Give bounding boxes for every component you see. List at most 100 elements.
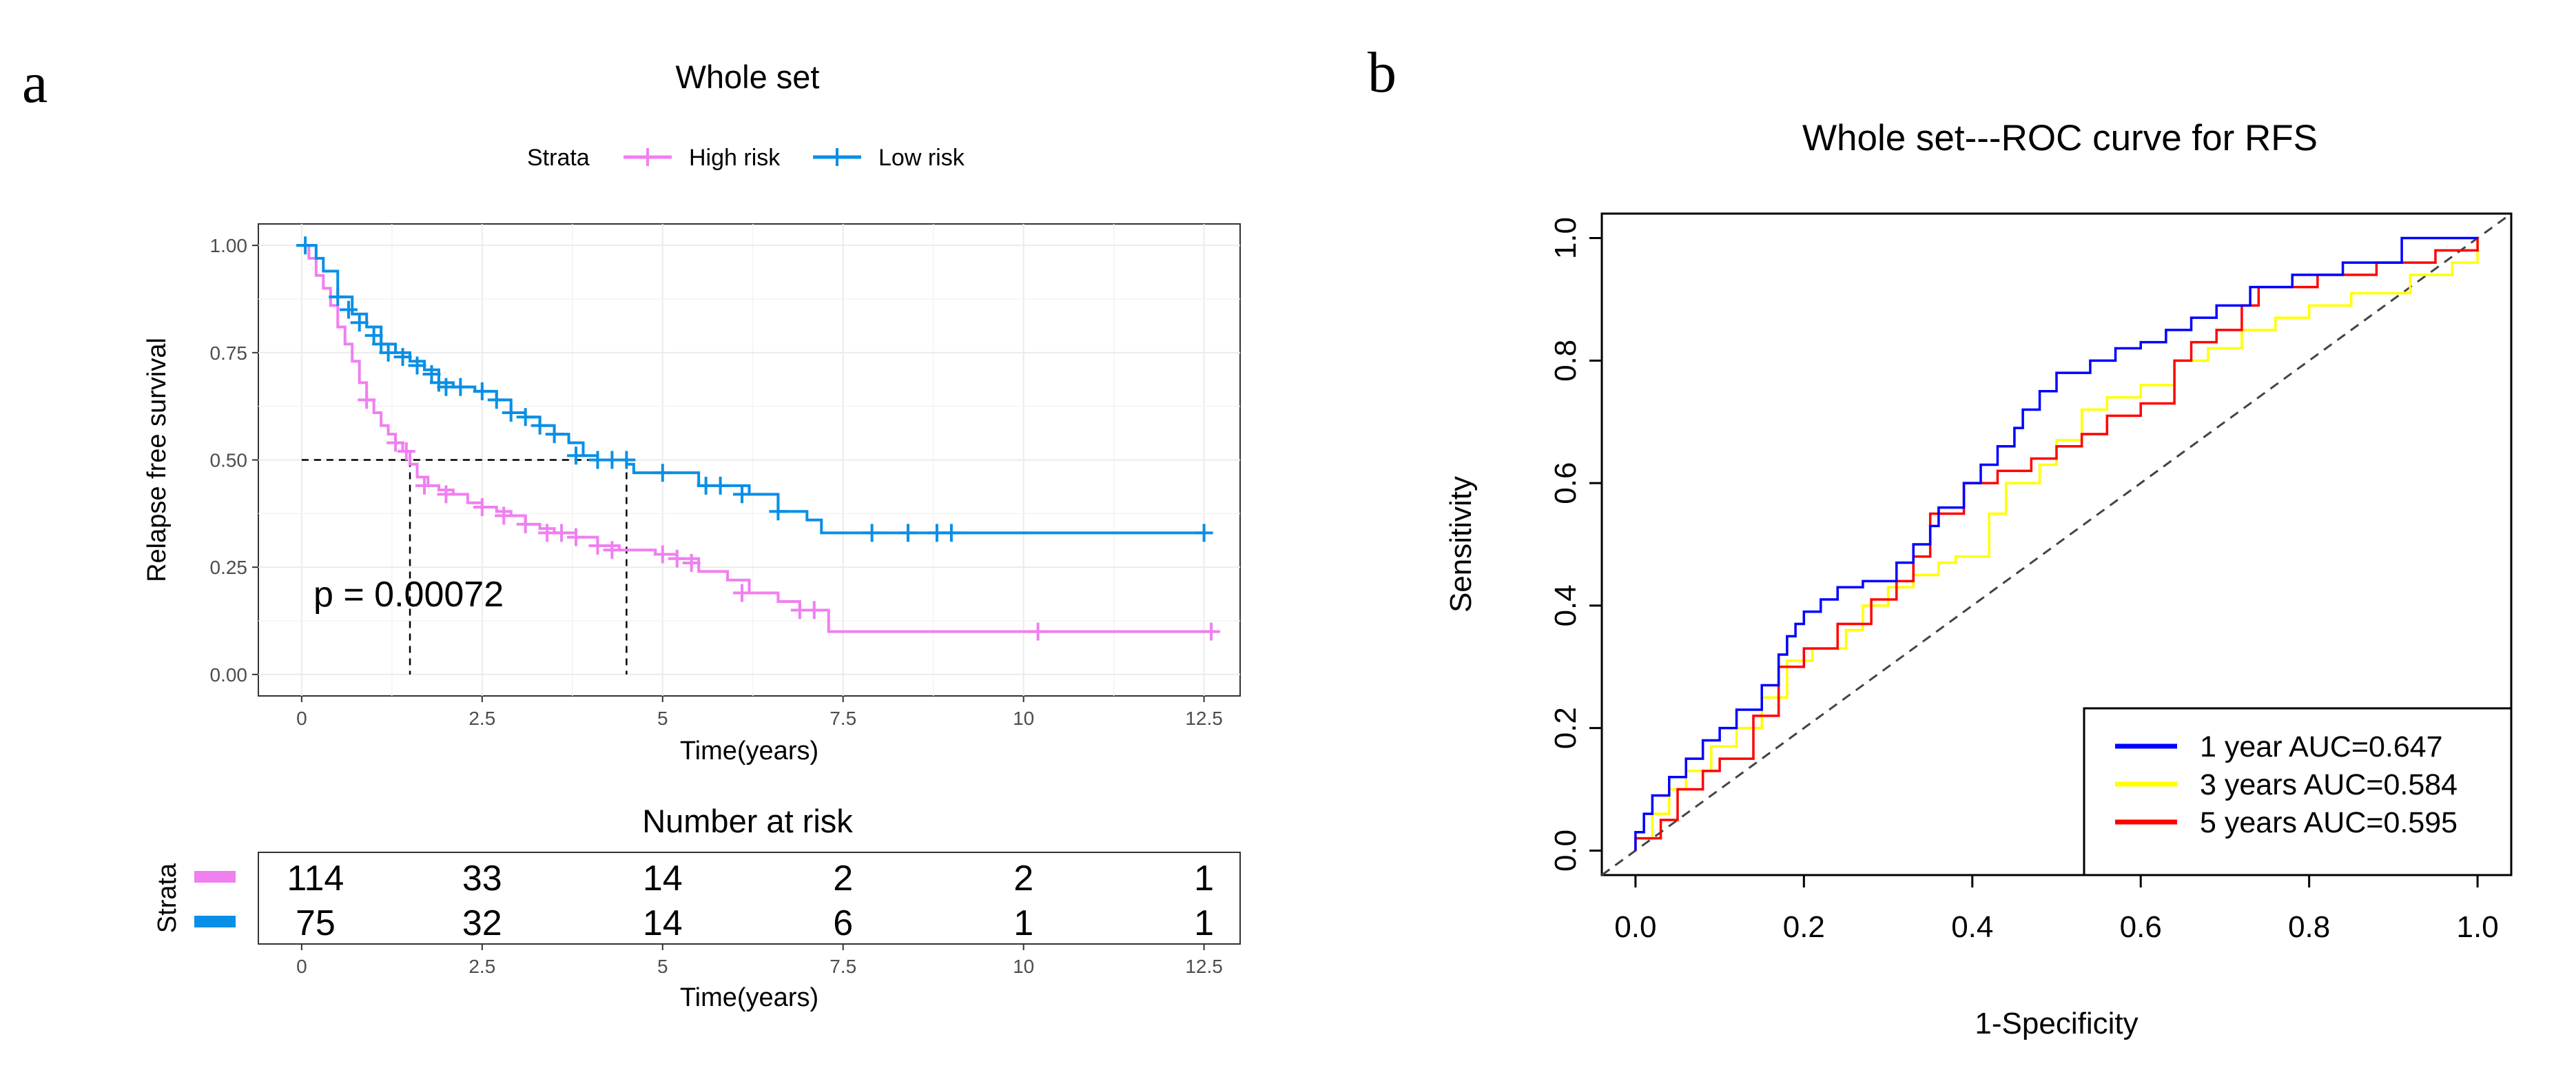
km-censor-mark — [588, 537, 607, 555]
km-censor-mark — [495, 506, 513, 525]
panel-label-a: a — [22, 51, 48, 115]
risk-cell: 2 — [833, 859, 853, 898]
km-censor-mark — [617, 451, 636, 469]
km-curve-high-risk — [301, 244, 1212, 633]
panel-label-b: b — [1368, 41, 1397, 105]
km-censor-mark — [350, 314, 369, 332]
km-censor-mark — [733, 485, 752, 504]
km-censor-mark — [379, 343, 398, 362]
risk-cell: 114 — [287, 859, 344, 898]
km-legend-title: Strata — [527, 145, 590, 171]
roc-x-tick-label: 0.0 — [1614, 910, 1656, 944]
legend-label: Low risk — [878, 145, 965, 171]
km-x-tick-label: 10 — [1013, 708, 1034, 729]
km-censor-mark — [545, 425, 564, 444]
km-x-tick-label: 0 — [296, 708, 307, 729]
legend-label: High risk — [689, 145, 781, 171]
risk-cell: 14 — [643, 903, 683, 943]
risk-cell: 75 — [296, 903, 336, 943]
risk-x-tick-label: 2.5 — [468, 956, 495, 977]
km-censor-mark — [769, 502, 787, 521]
km-censor-mark — [863, 524, 881, 542]
km-censor-mark — [415, 476, 433, 495]
risk-cell: 1 — [1013, 903, 1033, 943]
roc-x-tick-label: 0.2 — [1783, 910, 1825, 944]
roc-y-tick-label: 0.8 — [1549, 340, 1583, 382]
km-censor-mark — [487, 391, 506, 409]
km-y-tick-label: 1.00 — [210, 235, 248, 256]
km-censor-mark — [502, 404, 520, 422]
roc-y-tick-label: 0.4 — [1549, 584, 1583, 626]
km-legend-item: Low risk — [813, 145, 965, 171]
km-censor-mark — [553, 524, 571, 542]
km-x-tick-label: 2.5 — [468, 708, 495, 729]
km-censor-mark — [567, 446, 586, 465]
risk-cell: 33 — [462, 859, 502, 898]
km-x-tick-label: 7.5 — [830, 708, 856, 729]
roc-legend-item: 5 years AUC=0.595 — [2115, 806, 2457, 839]
roc-legend: 1 year AUC=0.647 3 years AUC=0.584 5 years… — [2083, 707, 2513, 876]
roc-x-tick-label: 0.4 — [1951, 910, 1993, 944]
roc-chart: Whole set---ROC curve for RFS 0.0 0.2 0.4 0… — [1444, 118, 2513, 1040]
roc-curve-3y — [1634, 238, 2479, 851]
km-y-tick-label: 0.75 — [210, 342, 248, 364]
km-censor-mark — [473, 498, 491, 516]
roc-legend-item: 1 year AUC=0.647 — [2115, 730, 2443, 763]
km-censor-mark — [668, 549, 686, 568]
km-censor-mark — [473, 382, 491, 400]
roc-legend-label: 3 years AUC=0.584 — [2200, 768, 2457, 801]
risk-x-tick-label: 12.5 — [1185, 956, 1223, 977]
km-censor-mark — [437, 485, 455, 504]
km-censor-mark — [393, 348, 412, 367]
roc-x-tick-label: 0.8 — [2288, 910, 2330, 944]
risk-x-tick-label: 5 — [657, 956, 668, 977]
roc-y-tick-label: 0.0 — [1549, 830, 1583, 872]
km-x-tick-label: 5 — [657, 708, 668, 729]
roc-y-tick-label: 0.6 — [1549, 462, 1583, 504]
risk-x-tick-label: 0 — [296, 956, 307, 977]
risk-x-tick-label: 7.5 — [830, 956, 856, 977]
risk-table-box — [258, 852, 1241, 945]
risk-row-swatch — [194, 916, 236, 927]
km-censor-mark — [942, 524, 960, 542]
risk-x-tick-label: 10 — [1013, 956, 1034, 977]
km-censor-mark — [653, 464, 672, 482]
risk-cell: 1 — [1194, 903, 1214, 943]
km-legend: Strata High risk Low risk — [527, 145, 965, 171]
km-chart: Whole set Strata High risk Low risk 0.00 0… — [143, 59, 1241, 766]
km-censor-mark — [296, 236, 315, 255]
roc-legend-box — [2083, 707, 2513, 876]
roc-y-tick-label: 1.0 — [1549, 217, 1583, 259]
km-censor-mark — [682, 553, 701, 572]
km-censor-mark — [387, 433, 405, 452]
km-title: Whole set — [676, 59, 820, 95]
risk-table: Number at risk 114 33 14 2 2 1 75 32 14 6 1 1 0 2.5 5… — [153, 803, 1241, 1012]
km-pvalue: p = 0.00072 — [313, 575, 504, 615]
risk-cell: 1 — [1194, 859, 1214, 898]
km-censor-mark — [567, 528, 586, 546]
roc-legend-label: 1 year AUC=0.647 — [2200, 730, 2443, 763]
km-censor-mark — [530, 416, 549, 435]
risk-x-label: Time(years) — [680, 983, 818, 1012]
km-y-label: Relapse free survival — [143, 338, 172, 582]
risk-cell: 32 — [462, 903, 502, 943]
km-censor-mark — [451, 378, 470, 396]
km-censor-mark — [516, 408, 535, 427]
km-censor-mark — [358, 391, 376, 409]
roc-title: Whole set---ROC curve for RFS — [1802, 118, 2318, 158]
km-censor-mark — [1029, 622, 1047, 641]
km-y-tick-label: 0.25 — [210, 557, 248, 578]
km-censor-mark — [603, 541, 621, 559]
risk-cell: 6 — [833, 903, 853, 943]
km-censor-mark — [408, 356, 426, 375]
roc-curve-1y — [1634, 236, 2478, 851]
km-censor-mark — [329, 287, 347, 306]
km-censor-mark — [733, 584, 752, 602]
km-censor-mark — [805, 601, 823, 619]
risk-table-title: Number at risk — [642, 803, 853, 839]
risk-row-swatch — [194, 871, 236, 883]
risk-cell: 14 — [643, 859, 683, 898]
km-censor-mark — [653, 545, 672, 564]
roc-x-label: 1-Specificity — [1975, 1007, 2138, 1040]
